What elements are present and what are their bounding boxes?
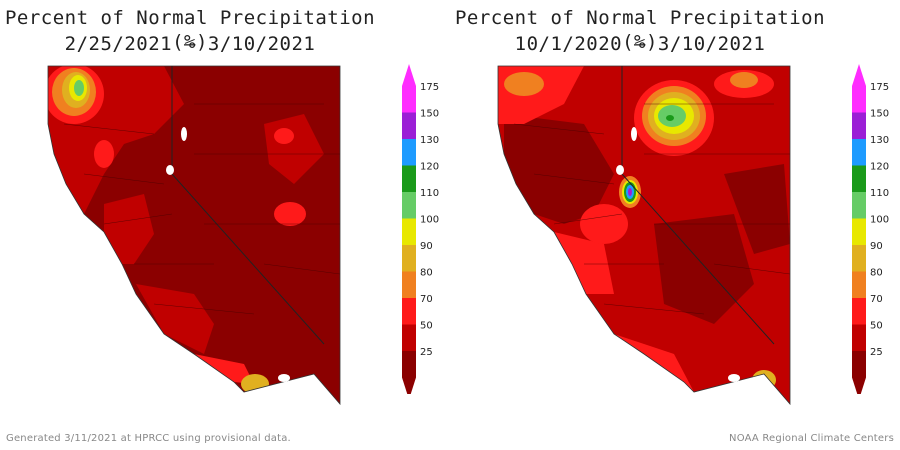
scale-swatch: [852, 351, 866, 378]
map-panel-recent: Percent of Normal Precipitation (%) 2/25…: [0, 0, 450, 420]
scale-swatch: [852, 245, 866, 272]
scale-swatch: [852, 271, 866, 298]
scale-swatch: [402, 165, 416, 192]
map-region: [274, 202, 306, 226]
map-title: Percent of Normal Precipitation (%): [454, 7, 826, 53]
map-region: [614, 334, 694, 392]
map-region: [104, 194, 154, 264]
lake: [181, 127, 187, 141]
scale-label: 150: [870, 109, 889, 120]
scale-swatch: [402, 324, 416, 351]
scale-swatch: [402, 112, 416, 139]
map-region: [580, 204, 628, 244]
map-outline: [497, 65, 791, 406]
precipitation-map-recent: [47, 65, 341, 406]
color-scale: 175 150 130 120 110 100 90 80 70 50 25: [852, 64, 889, 394]
map-title: Percent of Normal Precipitation (%): [4, 7, 376, 53]
map-region: [504, 72, 544, 96]
scale-tip-top: [402, 64, 416, 86]
scale-label: 25: [420, 347, 433, 358]
scale-label: 90: [870, 241, 883, 252]
lake: [631, 127, 637, 141]
scale-label: 120: [420, 162, 439, 173]
scale-swatch: [852, 165, 866, 192]
map-region: [752, 370, 776, 390]
map-region: [74, 80, 84, 96]
county-lines: [63, 103, 341, 315]
map-region: [504, 114, 614, 224]
scale-label: 130: [870, 135, 889, 146]
map-region: [94, 140, 114, 168]
scale-label: 90: [420, 241, 433, 252]
scale-swatch: [402, 271, 416, 298]
map-region: [724, 164, 790, 254]
map-outline: [47, 65, 341, 406]
scale-tip-bottom: [852, 377, 866, 394]
lake: [278, 374, 290, 382]
scale-label: 50: [420, 321, 433, 332]
scale-label: 80: [870, 268, 883, 279]
scale-swatch: [402, 192, 416, 219]
scale-swatch: [402, 139, 416, 166]
scale-swatch: [402, 351, 416, 378]
scale-tip-bottom: [402, 377, 416, 394]
map-region: [194, 354, 254, 384]
lake: [616, 165, 624, 175]
map-region: [628, 188, 632, 196]
precipitation-map-water-year: [497, 65, 791, 406]
scale-swatch: [402, 86, 416, 113]
lake: [728, 374, 740, 382]
scale-tip-top: [852, 64, 866, 86]
map-region: [730, 72, 758, 88]
map-region: [654, 214, 754, 324]
scale-swatch: [852, 218, 866, 245]
map-date-range: 2/25/2021 – 3/10/2021: [64, 33, 316, 55]
map-region: [554, 232, 614, 294]
scale-label: 175: [420, 82, 439, 93]
scale-label: 100: [870, 215, 889, 226]
scale-swatch: [402, 298, 416, 325]
scale-label: 175: [870, 82, 889, 93]
map-region: [241, 374, 269, 394]
color-scale: 175 150 130 120 110 100 90 80 70 50 25: [402, 64, 439, 394]
map-panel-water-year: Percent of Normal Precipitation (%) 10/1…: [450, 0, 900, 420]
lake: [166, 165, 174, 175]
scale-swatch: [402, 218, 416, 245]
map-region: [666, 115, 674, 121]
scale-label: 110: [870, 188, 889, 199]
scale-label: 70: [870, 294, 883, 305]
map-region: [136, 284, 214, 354]
scale-swatch: [402, 245, 416, 272]
scale-label: 80: [420, 268, 433, 279]
scale-label: 150: [420, 109, 439, 120]
credit-text: NOAA Regional Climate Centers: [729, 433, 894, 444]
scale-label: 110: [420, 188, 439, 199]
scale-swatch: [852, 86, 866, 113]
scale-swatch: [852, 139, 866, 166]
generated-note: Generated 3/11/2021 at HPRCC using provi…: [6, 433, 291, 444]
scale-label: 130: [420, 135, 439, 146]
scale-label: 50: [870, 321, 883, 332]
scale-swatch: [852, 324, 866, 351]
scale-label: 100: [420, 215, 439, 226]
scale-label: 25: [870, 347, 883, 358]
scale-swatch: [852, 298, 866, 325]
county-lines: [513, 103, 791, 315]
map-region: [274, 128, 294, 144]
scale-swatch: [852, 112, 866, 139]
map-date-range: 10/1/2020 – 3/10/2021: [514, 33, 766, 55]
scale-swatch: [852, 192, 866, 219]
scale-label: 120: [870, 162, 889, 173]
scale-label: 70: [420, 294, 433, 305]
